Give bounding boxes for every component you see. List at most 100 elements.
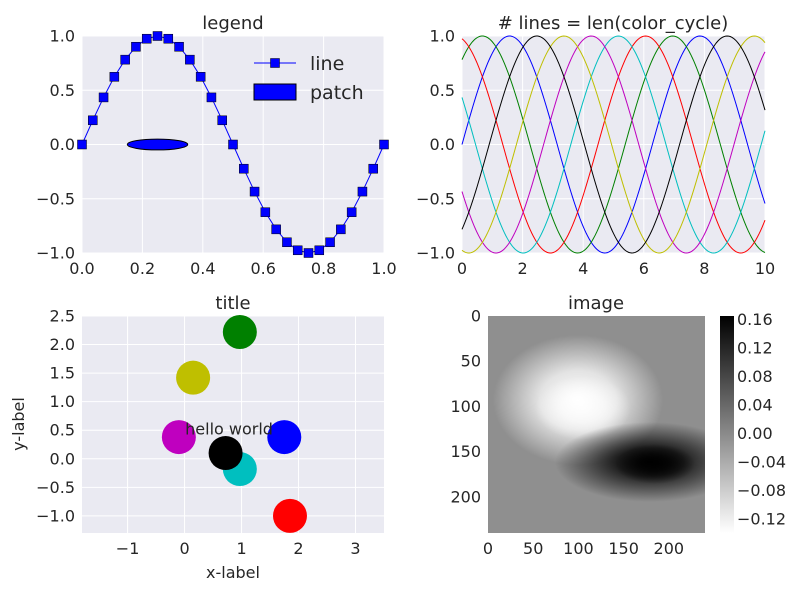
colorbar-tick-label: 0.00 [737, 424, 773, 443]
subplot-color-cycle: 0 2 4 6 8 10 −1.0 −0.5 0.0 0.5 1.0 # lines = len(c… [416, 13, 775, 278]
x-tick-label: 2 [293, 539, 303, 558]
legend-label-line: line [310, 53, 344, 75]
x-tick-label: 0.6 [250, 259, 275, 278]
x-tick-label: 200 [654, 539, 685, 558]
line-marker [379, 139, 389, 150]
line-marker [185, 54, 195, 65]
x-tick-label: 0 [457, 259, 467, 278]
y-tick-label: 0.5 [430, 81, 455, 100]
x-tick-label: 2 [518, 259, 528, 278]
line-marker [131, 41, 141, 52]
x-tick-label: 1.0 [371, 259, 396, 278]
sine-line [461, 35, 766, 254]
scatter-point [161, 420, 196, 455]
line-marker [88, 115, 98, 126]
heatmap-negative-blob-core [535, 376, 631, 440]
x-tick-label: 0 [179, 539, 189, 558]
y-tick-label: 200 [450, 487, 481, 506]
colorbar-tick-labels: 0.16 0.12 0.08 0.04 0.00 −0.04 −0.08 −0.12 [737, 310, 786, 528]
line-marker [152, 31, 163, 41]
colorbar [720, 316, 734, 533]
line-marker [98, 92, 109, 103]
y-tick-label: −0.5 [36, 189, 75, 208]
grid [81, 35, 385, 254]
annotation-hello-world: hello world [185, 420, 273, 439]
line-marker [249, 186, 260, 197]
y-tick-label: 0.0 [50, 135, 75, 154]
colorbar-tick-label: 0.04 [737, 395, 773, 414]
line-marker [77, 139, 87, 150]
subplot-legend: 0.0 0.2 0.4 0.6 0.8 1.0 −1.0 −0.5 0.0 0.5 1.0 lege… [36, 13, 397, 278]
y-tick-label: 0.0 [430, 135, 455, 154]
line-marker [336, 224, 346, 235]
sine-line [461, 35, 766, 254]
y-tick-label: 2.0 [50, 335, 75, 354]
scatter-point [272, 498, 307, 533]
x-tick-label: 150 [608, 539, 639, 558]
x-tick-label: 100 [563, 539, 594, 558]
y-tick-label: 0.0 [50, 449, 75, 468]
sine-line [461, 35, 766, 254]
line-marker [163, 33, 174, 44]
line-marker [109, 72, 120, 82]
y-tick-label: 150 [450, 442, 481, 461]
colorbar-tick-label: 0.12 [737, 339, 773, 358]
plot-area [82, 316, 384, 533]
x-tick-label: 8 [699, 259, 709, 278]
legend-label-patch: patch [310, 82, 364, 104]
chart-title: title [215, 293, 250, 314]
y-tick-label: 50 [461, 352, 481, 371]
sine-line [461, 35, 766, 254]
colorbar-tick-label: −0.12 [737, 509, 786, 528]
line-marker [271, 224, 281, 235]
legend-line-marker [270, 58, 280, 68]
y-tick-label: 0.5 [50, 81, 75, 100]
x-tick-label: 50 [523, 539, 543, 558]
chart-title: # lines = len(color_cycle) [498, 13, 729, 34]
line-marker [346, 207, 357, 217]
tick-labels: 0.0 0.2 0.4 0.6 0.8 1.0 −1.0 −0.5 0.0 0.5 1.0 [36, 27, 397, 279]
y-tick-label: 1.0 [430, 27, 455, 46]
x-tick-label: 4 [578, 259, 588, 278]
line-marker [368, 163, 378, 174]
y-tick-label: 1.5 [50, 364, 75, 383]
x-axis-label: x-label [206, 563, 260, 582]
plot-data [77, 31, 389, 258]
y-tick-label: −1.0 [416, 244, 455, 263]
legend: line patch [253, 53, 364, 104]
tick-labels: 0 2 4 6 8 10 −1.0 −0.5 0.0 0.5 1.0 [416, 27, 775, 279]
x-tick-label: 0.0 [69, 259, 94, 278]
x-tick-label: 0.8 [311, 259, 336, 278]
plot-data [161, 314, 307, 533]
line-marker [357, 186, 368, 197]
plot-data [461, 35, 766, 254]
y-tick-label: −1.0 [36, 506, 75, 525]
line-marker [239, 163, 249, 174]
line-marker [206, 92, 217, 103]
y-tick-label: −0.5 [416, 189, 455, 208]
heatmap-image [488, 316, 705, 533]
colorbar-tick-label: −0.04 [737, 452, 786, 471]
line-marker [314, 245, 325, 256]
line-marker [228, 139, 238, 150]
y-tick-label: −1.0 [36, 244, 75, 263]
line-marker [325, 237, 335, 248]
x-tick-label: 0.2 [130, 259, 155, 278]
sine-line [461, 35, 766, 254]
line-marker [217, 115, 227, 126]
sine-line [461, 35, 766, 254]
scatter-point [222, 314, 257, 349]
y-tick-label: 100 [450, 397, 481, 416]
y-tick-label: 0.5 [50, 421, 75, 440]
scatter-point [208, 436, 243, 471]
colorbar-tick-label: −0.08 [737, 481, 786, 500]
x-tick-label: 3 [350, 539, 360, 558]
legend-patch-swatch [253, 83, 297, 101]
line-marker [292, 245, 303, 256]
chart-title: legend [202, 13, 263, 34]
y-tick-label: 1.0 [50, 392, 75, 411]
x-tick-label: 0.4 [190, 259, 215, 278]
y-tick-label: 0 [471, 307, 481, 326]
